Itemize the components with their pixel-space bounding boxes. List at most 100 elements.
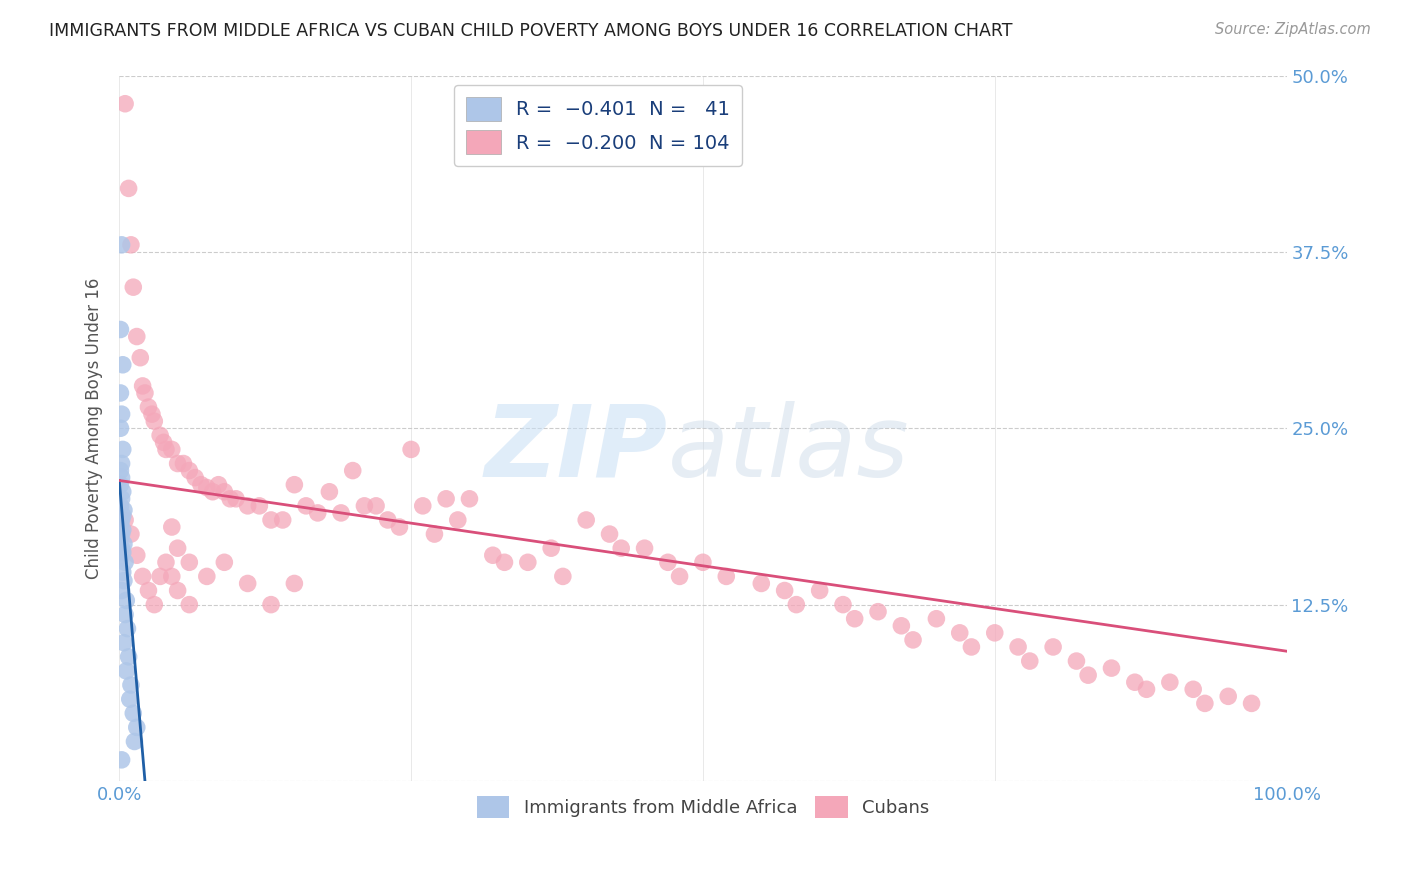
- Point: [412, 499, 434, 513]
- Point: [236, 576, 259, 591]
- Point: [866, 605, 889, 619]
- Point: [143, 414, 166, 428]
- Point: [295, 499, 318, 513]
- Point: [112, 636, 135, 650]
- Point: [111, 484, 134, 499]
- Point: [149, 569, 172, 583]
- Point: [271, 513, 294, 527]
- Point: [152, 435, 174, 450]
- Point: [110, 322, 132, 336]
- Point: [110, 527, 132, 541]
- Point: [260, 598, 283, 612]
- Point: [516, 555, 538, 569]
- Point: [423, 527, 446, 541]
- Point: [129, 351, 152, 365]
- Point: [110, 457, 132, 471]
- Point: [447, 513, 470, 527]
- Text: atlas: atlas: [668, 401, 910, 498]
- Point: [160, 442, 183, 457]
- Point: [134, 386, 156, 401]
- Point: [1007, 640, 1029, 654]
- Point: [117, 181, 139, 195]
- Point: [890, 619, 912, 633]
- Point: [342, 464, 364, 478]
- Point: [225, 491, 247, 506]
- Point: [111, 545, 134, 559]
- Point: [260, 513, 283, 527]
- Point: [122, 706, 145, 721]
- Point: [110, 551, 132, 566]
- Point: [120, 237, 142, 252]
- Point: [138, 583, 160, 598]
- Point: [110, 421, 132, 435]
- Point: [388, 520, 411, 534]
- Point: [120, 678, 142, 692]
- Point: [925, 612, 948, 626]
- Point: [399, 442, 422, 457]
- Point: [111, 523, 134, 537]
- Point: [118, 692, 141, 706]
- Point: [114, 513, 136, 527]
- Point: [1101, 661, 1123, 675]
- Point: [201, 484, 224, 499]
- Point: [1018, 654, 1040, 668]
- Point: [155, 442, 177, 457]
- Point: [785, 598, 807, 612]
- Point: [283, 576, 305, 591]
- Y-axis label: Child Poverty Among Boys Under 16: Child Poverty Among Boys Under 16: [86, 277, 103, 579]
- Point: [110, 491, 132, 506]
- Point: [112, 537, 135, 551]
- Point: [1077, 668, 1099, 682]
- Point: [131, 379, 153, 393]
- Point: [125, 720, 148, 734]
- Point: [214, 555, 236, 569]
- Point: [195, 569, 218, 583]
- Point: [179, 555, 201, 569]
- Point: [844, 612, 866, 626]
- Point: [1159, 675, 1181, 690]
- Point: [599, 527, 621, 541]
- Point: [377, 513, 399, 527]
- Point: [110, 753, 132, 767]
- Point: [111, 442, 134, 457]
- Point: [540, 541, 562, 556]
- Point: [143, 598, 166, 612]
- Point: [112, 503, 135, 517]
- Text: Source: ZipAtlas.com: Source: ZipAtlas.com: [1215, 22, 1371, 37]
- Point: [160, 569, 183, 583]
- Point: [247, 499, 270, 513]
- Point: [190, 477, 212, 491]
- Text: IMMIGRANTS FROM MIDDLE AFRICA VS CUBAN CHILD POVERTY AMONG BOYS UNDER 16 CORRELA: IMMIGRANTS FROM MIDDLE AFRICA VS CUBAN C…: [49, 22, 1012, 40]
- Point: [1135, 682, 1157, 697]
- Point: [138, 400, 160, 414]
- Point: [125, 548, 148, 562]
- Point: [110, 583, 132, 598]
- Point: [110, 517, 132, 532]
- Point: [131, 569, 153, 583]
- Point: [236, 499, 259, 513]
- Point: [633, 541, 655, 556]
- Point: [1182, 682, 1205, 697]
- Point: [149, 428, 172, 442]
- Point: [166, 541, 188, 556]
- Text: ZIP: ZIP: [485, 401, 668, 498]
- Point: [110, 237, 132, 252]
- Point: [112, 574, 135, 588]
- Point: [330, 506, 353, 520]
- Point: [141, 407, 163, 421]
- Point: [111, 358, 134, 372]
- Point: [494, 555, 516, 569]
- Point: [1042, 640, 1064, 654]
- Point: [575, 513, 598, 527]
- Point: [110, 477, 132, 491]
- Point: [610, 541, 633, 556]
- Point: [110, 541, 132, 556]
- Point: [172, 457, 194, 471]
- Point: [120, 527, 142, 541]
- Point: [114, 555, 136, 569]
- Point: [434, 491, 457, 506]
- Point: [125, 329, 148, 343]
- Point: [984, 625, 1007, 640]
- Point: [773, 583, 796, 598]
- Point: [110, 531, 132, 545]
